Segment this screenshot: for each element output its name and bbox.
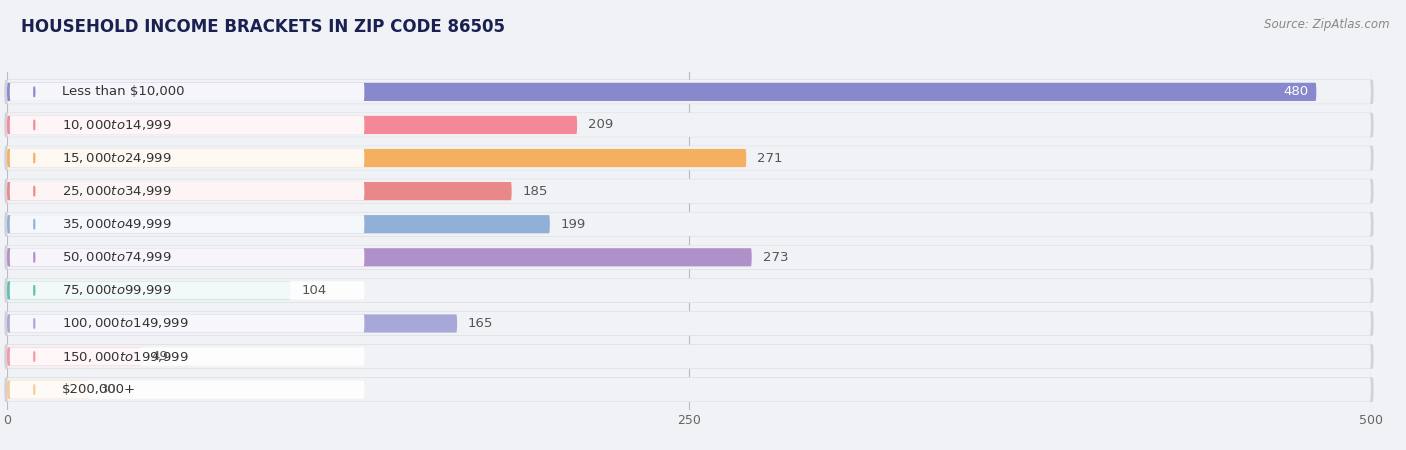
- FancyBboxPatch shape: [7, 116, 576, 134]
- FancyBboxPatch shape: [4, 245, 1374, 270]
- FancyBboxPatch shape: [7, 146, 1371, 170]
- FancyBboxPatch shape: [7, 182, 512, 200]
- Text: $15,000 to $24,999: $15,000 to $24,999: [62, 151, 172, 165]
- FancyBboxPatch shape: [7, 345, 1371, 369]
- FancyBboxPatch shape: [4, 212, 1374, 236]
- FancyBboxPatch shape: [7, 212, 1371, 236]
- Text: 271: 271: [756, 152, 783, 165]
- FancyBboxPatch shape: [4, 179, 1374, 203]
- FancyBboxPatch shape: [4, 311, 1374, 336]
- FancyBboxPatch shape: [10, 315, 364, 333]
- Text: HOUSEHOLD INCOME BRACKETS IN ZIP CODE 86505: HOUSEHOLD INCOME BRACKETS IN ZIP CODE 86…: [21, 18, 505, 36]
- FancyBboxPatch shape: [7, 378, 1371, 401]
- FancyBboxPatch shape: [7, 179, 1371, 203]
- Text: $100,000 to $149,999: $100,000 to $149,999: [62, 316, 188, 330]
- Text: 209: 209: [588, 118, 613, 131]
- FancyBboxPatch shape: [4, 80, 1374, 104]
- FancyBboxPatch shape: [10, 149, 364, 167]
- FancyBboxPatch shape: [10, 116, 364, 134]
- FancyBboxPatch shape: [4, 378, 1374, 402]
- FancyBboxPatch shape: [10, 347, 364, 366]
- FancyBboxPatch shape: [10, 381, 364, 399]
- FancyBboxPatch shape: [7, 113, 1371, 137]
- FancyBboxPatch shape: [10, 182, 364, 200]
- Text: 49: 49: [152, 350, 169, 363]
- Text: Source: ZipAtlas.com: Source: ZipAtlas.com: [1264, 18, 1389, 31]
- FancyBboxPatch shape: [10, 83, 364, 101]
- Text: $10,000 to $14,999: $10,000 to $14,999: [62, 118, 172, 132]
- FancyBboxPatch shape: [7, 281, 291, 300]
- FancyBboxPatch shape: [7, 83, 1316, 101]
- Text: 273: 273: [762, 251, 789, 264]
- Text: 30: 30: [100, 383, 117, 396]
- FancyBboxPatch shape: [4, 344, 1374, 369]
- Text: $25,000 to $34,999: $25,000 to $34,999: [62, 184, 172, 198]
- FancyBboxPatch shape: [7, 245, 1371, 269]
- Text: 480: 480: [1284, 86, 1308, 99]
- Text: Less than $10,000: Less than $10,000: [62, 86, 184, 99]
- FancyBboxPatch shape: [7, 80, 1371, 104]
- FancyBboxPatch shape: [4, 146, 1374, 170]
- Text: $50,000 to $74,999: $50,000 to $74,999: [62, 250, 172, 264]
- Text: $150,000 to $199,999: $150,000 to $199,999: [62, 350, 188, 364]
- Text: 185: 185: [523, 184, 548, 198]
- FancyBboxPatch shape: [7, 279, 1371, 302]
- Text: $200,000+: $200,000+: [62, 383, 135, 396]
- FancyBboxPatch shape: [7, 381, 89, 399]
- FancyBboxPatch shape: [4, 278, 1374, 302]
- FancyBboxPatch shape: [7, 149, 747, 167]
- FancyBboxPatch shape: [7, 311, 1371, 335]
- FancyBboxPatch shape: [10, 281, 364, 300]
- FancyBboxPatch shape: [4, 112, 1374, 137]
- FancyBboxPatch shape: [7, 215, 550, 233]
- FancyBboxPatch shape: [7, 248, 752, 266]
- FancyBboxPatch shape: [10, 215, 364, 233]
- Text: $75,000 to $99,999: $75,000 to $99,999: [62, 284, 172, 297]
- Text: $35,000 to $49,999: $35,000 to $49,999: [62, 217, 172, 231]
- Text: 199: 199: [561, 218, 586, 231]
- FancyBboxPatch shape: [7, 347, 141, 366]
- FancyBboxPatch shape: [10, 248, 364, 266]
- Text: 165: 165: [468, 317, 494, 330]
- Text: 104: 104: [302, 284, 326, 297]
- FancyBboxPatch shape: [7, 315, 457, 333]
